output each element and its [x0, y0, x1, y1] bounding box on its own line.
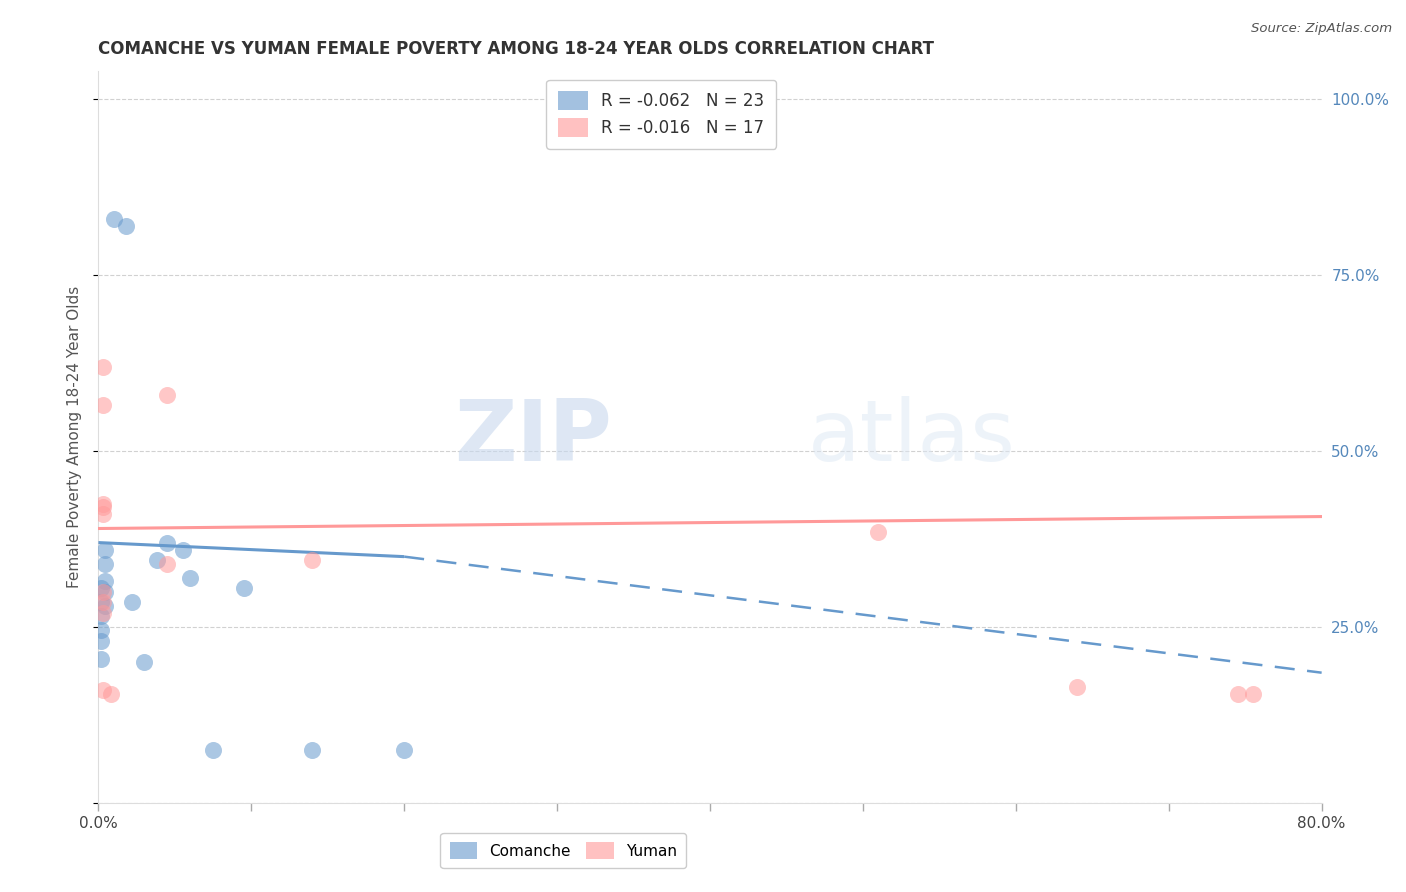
Point	[90, 609, 112, 624]
Point	[91, 584, 114, 599]
Y-axis label: Female Poverty Among 18-24 Year Olds: Female Poverty Among 18-24 Year Olds	[67, 286, 83, 588]
Point	[232, 582, 254, 596]
Point	[145, 553, 167, 567]
Point	[100, 687, 122, 701]
Point	[1241, 687, 1264, 701]
Point	[179, 571, 201, 585]
Text: ZIP: ZIP	[454, 395, 612, 479]
Point	[90, 582, 112, 596]
Point	[91, 497, 114, 511]
Point	[91, 399, 114, 413]
Point	[91, 595, 114, 609]
Legend: Comanche, Yuman: Comanche, Yuman	[440, 833, 686, 868]
Point	[91, 359, 114, 374]
Point	[93, 557, 115, 571]
Point	[103, 212, 125, 227]
Text: Source: ZipAtlas.com: Source: ZipAtlas.com	[1251, 22, 1392, 36]
Point	[1066, 680, 1088, 694]
Point	[301, 553, 323, 567]
Point	[121, 595, 143, 609]
Point	[868, 524, 890, 539]
Point	[93, 574, 115, 589]
Point	[301, 743, 323, 757]
Point	[90, 634, 112, 648]
Point	[93, 542, 115, 557]
Point	[93, 584, 115, 599]
Point	[91, 508, 114, 522]
Point	[91, 606, 114, 620]
Point	[156, 388, 179, 402]
Point	[202, 743, 225, 757]
Point	[392, 743, 416, 757]
Point	[172, 542, 194, 557]
Point	[90, 595, 112, 609]
Point	[91, 683, 114, 698]
Point	[93, 599, 115, 613]
Point	[90, 651, 112, 665]
Point	[134, 655, 156, 669]
Point	[90, 624, 112, 638]
Point	[1226, 687, 1249, 701]
Point	[91, 500, 114, 515]
Point	[115, 219, 138, 233]
Point	[156, 557, 179, 571]
Point	[156, 535, 179, 549]
Text: COMANCHE VS YUMAN FEMALE POVERTY AMONG 18-24 YEAR OLDS CORRELATION CHART: COMANCHE VS YUMAN FEMALE POVERTY AMONG 1…	[98, 40, 935, 58]
Text: atlas: atlas	[808, 395, 1017, 479]
